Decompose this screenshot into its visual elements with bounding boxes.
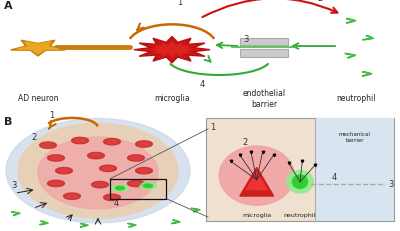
Polygon shape [128, 223, 136, 227]
Ellipse shape [139, 143, 149, 146]
Ellipse shape [100, 165, 116, 172]
Ellipse shape [18, 124, 178, 218]
Ellipse shape [64, 193, 80, 200]
Ellipse shape [59, 169, 69, 173]
Ellipse shape [103, 167, 113, 170]
Ellipse shape [140, 183, 156, 189]
Text: microglia: microglia [154, 94, 190, 103]
Text: endothelial
barrier: endothelial barrier [242, 89, 286, 108]
Ellipse shape [292, 175, 308, 188]
Polygon shape [191, 208, 200, 212]
Text: 3: 3 [11, 180, 17, 189]
Polygon shape [17, 43, 59, 55]
Polygon shape [362, 72, 372, 77]
Ellipse shape [287, 171, 313, 193]
Ellipse shape [136, 141, 152, 148]
Text: AD neuron: AD neuron [18, 94, 58, 103]
Polygon shape [362, 36, 374, 41]
Polygon shape [11, 212, 20, 215]
Ellipse shape [40, 142, 56, 149]
Ellipse shape [51, 182, 61, 185]
Bar [240, 50, 288, 58]
Ellipse shape [48, 180, 64, 187]
Ellipse shape [107, 196, 117, 199]
Text: 4: 4 [113, 199, 119, 208]
Ellipse shape [107, 140, 117, 144]
Ellipse shape [104, 139, 120, 145]
Polygon shape [80, 224, 88, 227]
Text: 1: 1 [210, 122, 216, 131]
Text: 3: 3 [243, 35, 249, 44]
Text: 4: 4 [199, 79, 205, 88]
Ellipse shape [104, 194, 120, 201]
Text: 3: 3 [388, 179, 394, 188]
Polygon shape [153, 44, 191, 57]
Text: microglia: microglia [242, 212, 271, 217]
Polygon shape [240, 168, 274, 196]
Text: 1: 1 [177, 0, 183, 7]
Text: A: A [4, 1, 13, 11]
Ellipse shape [128, 155, 144, 161]
Text: B: B [4, 117, 12, 127]
Bar [240, 39, 288, 46]
Ellipse shape [95, 183, 105, 187]
Ellipse shape [88, 153, 104, 159]
Ellipse shape [92, 182, 108, 188]
Ellipse shape [6, 119, 190, 223]
Ellipse shape [51, 156, 61, 160]
Ellipse shape [219, 146, 294, 205]
Bar [110, 179, 166, 199]
Bar [315, 119, 394, 221]
Text: 2: 2 [317, 0, 323, 3]
Ellipse shape [144, 184, 152, 188]
Text: neutrophil: neutrophil [336, 94, 376, 103]
Polygon shape [40, 221, 48, 225]
Ellipse shape [91, 154, 101, 158]
Polygon shape [247, 173, 267, 190]
Text: 4: 4 [331, 172, 336, 181]
Ellipse shape [38, 137, 158, 209]
Ellipse shape [116, 187, 124, 190]
Polygon shape [11, 41, 65, 57]
Ellipse shape [128, 180, 144, 187]
Ellipse shape [136, 168, 152, 174]
Bar [206, 119, 394, 221]
Ellipse shape [75, 139, 85, 143]
Polygon shape [172, 220, 180, 224]
Text: 1: 1 [49, 111, 55, 120]
Ellipse shape [131, 156, 141, 160]
Ellipse shape [48, 155, 64, 161]
Polygon shape [134, 37, 210, 64]
Polygon shape [144, 41, 200, 60]
Text: mechanical
barrier: mechanical barrier [338, 132, 370, 143]
Ellipse shape [131, 182, 141, 185]
Ellipse shape [56, 168, 72, 174]
Ellipse shape [139, 169, 149, 173]
Ellipse shape [67, 195, 77, 198]
Ellipse shape [43, 144, 53, 147]
Text: 2: 2 [243, 137, 248, 146]
Text: 2: 2 [31, 133, 37, 142]
Ellipse shape [112, 185, 128, 191]
Polygon shape [345, 54, 356, 59]
Polygon shape [346, 19, 356, 24]
Text: neutrophil: neutrophil [284, 212, 316, 217]
Ellipse shape [72, 138, 88, 144]
